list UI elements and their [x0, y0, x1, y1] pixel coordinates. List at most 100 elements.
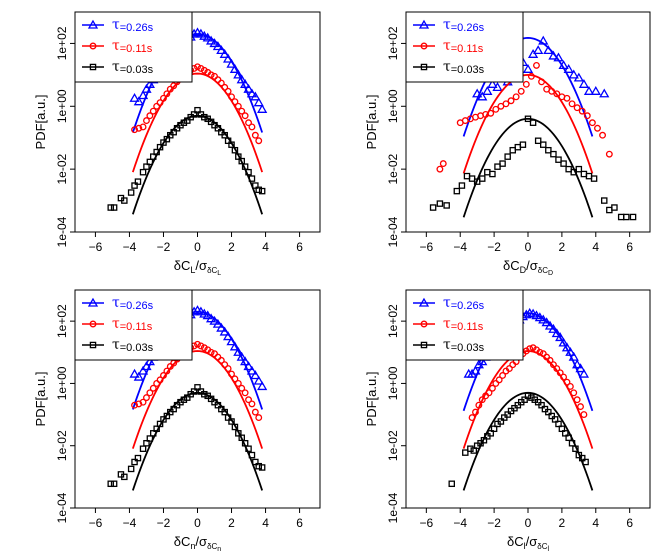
data-point-series-1: [202, 32, 213, 42]
data-point-series-1: [482, 85, 493, 95]
data-point-series-2: [570, 389, 578, 397]
xlabel-part: /σ: [195, 534, 207, 549]
data-point-series-3: [490, 425, 498, 433]
data-point-series-2: [588, 119, 596, 127]
y-axis-title: PDF[a.u.]: [364, 95, 379, 150]
data-point-series-3: [497, 418, 505, 425]
data-point-series-3: [146, 158, 154, 166]
data-point-series-3: [150, 430, 157, 437]
data-point-series-3: [443, 202, 450, 209]
data-point-series-3: [611, 204, 618, 211]
x-tick-label: −6: [419, 240, 433, 254]
data-point-series-3: [558, 425, 566, 433]
data-point-series-3: [606, 206, 613, 214]
fit-curve-series-3: [462, 117, 594, 218]
y-tick-label: 1e+02: [55, 304, 69, 338]
legend-value: =0.11s: [120, 43, 153, 55]
data-point-series-3: [224, 414, 232, 421]
data-point-series-1: [538, 35, 549, 45]
data-point-series-3: [458, 182, 466, 189]
legend-marker: [418, 19, 430, 29]
legend-label: τ=0.11s: [443, 316, 484, 333]
data-point-series-2: [522, 80, 530, 88]
data-point-series-3: [156, 143, 164, 151]
data-point-series-3: [548, 412, 555, 420]
data-point-series-3: [463, 172, 471, 180]
legend-label: τ=0.11s: [112, 38, 153, 55]
data-point-series-2: [153, 379, 161, 387]
data-point-series-3: [207, 118, 215, 126]
legend-marker: [420, 42, 428, 50]
legend-value: =0.11s: [451, 321, 484, 333]
x-tick-label: 6: [296, 240, 303, 254]
data-point-series-2: [163, 367, 171, 375]
x-tick-label: −2: [487, 516, 501, 530]
legend-value: =0.03s: [451, 342, 485, 354]
legend-tau: τ: [443, 316, 451, 332]
data-point-series-1: [492, 82, 503, 92]
data-point-series-2: [578, 107, 586, 115]
x-axis-title: δCl/σδCl: [507, 534, 550, 553]
data-point-series-2: [143, 117, 150, 125]
xlabel-part: /σ: [195, 258, 207, 273]
legend-tau: τ: [112, 38, 120, 54]
data-point-series-2: [241, 389, 249, 397]
legend-label: τ=0.26s: [443, 295, 485, 312]
data-point-series-2: [217, 79, 225, 87]
data-point-series-2: [472, 408, 479, 416]
data-point-series-3: [127, 189, 135, 196]
data-point-series-3: [121, 197, 128, 204]
x-tick-label: 6: [626, 516, 633, 530]
data-point-series-1: [257, 381, 268, 391]
data-point-series-3: [534, 137, 542, 145]
data-point-series-2: [160, 94, 167, 102]
data-point-series-3: [258, 187, 266, 195]
legend-value: =0.11s: [120, 321, 153, 333]
data-point-series-2: [197, 342, 205, 350]
data-point-series-3: [153, 148, 160, 156]
data-point-series-1: [578, 79, 590, 88]
legend-label: τ=0.03s: [443, 59, 485, 76]
data-point-series-3: [585, 172, 593, 180]
data-point-series-1: [212, 41, 224, 51]
data-point-series-3: [131, 458, 138, 466]
data-point-series-3: [170, 405, 177, 413]
data-point-series-3: [429, 204, 437, 211]
y-tick-label: 1e+00: [55, 366, 69, 400]
data-point-series-2: [241, 112, 249, 120]
x-tick-label: 4: [592, 516, 599, 530]
data-point-series-3: [578, 454, 586, 462]
data-point-series-3: [150, 153, 157, 160]
data-point-series-1: [558, 60, 569, 70]
data-point-series-3: [484, 168, 491, 176]
data-point-series-3: [545, 146, 552, 154]
data-point-series-1: [141, 361, 152, 371]
y-axis-title: PDF[a.u.]: [364, 372, 379, 427]
data-point-series-1: [246, 88, 258, 98]
legend-marker: [89, 320, 97, 328]
data-point-series-1: [543, 45, 554, 55]
data-point-series-2: [131, 126, 138, 134]
data-point-series-1: [144, 356, 155, 366]
data-point-series-3: [127, 465, 135, 473]
data-point-series-1: [568, 351, 579, 361]
data-point-series-2: [207, 348, 215, 356]
data-point-series-3: [467, 445, 474, 452]
data-point-series-3: [590, 175, 598, 182]
x-tick-label: 4: [262, 516, 269, 530]
data-point-series-3: [156, 420, 164, 428]
data-point-series-2: [194, 63, 201, 71]
data-point-series-3: [221, 131, 228, 139]
data-point-series-2: [605, 150, 613, 158]
data-point-series-2: [507, 97, 515, 105]
data-point-series-2: [517, 87, 525, 95]
data-point-series-3: [214, 125, 222, 132]
data-point-series-3: [228, 418, 235, 425]
data-point-series-1: [541, 317, 552, 327]
data-point-series-2: [573, 396, 581, 404]
x-tick-label: 0: [525, 516, 532, 530]
data-point-series-3: [448, 480, 455, 488]
data-point-series-2: [214, 353, 222, 361]
data-point-series-2: [485, 389, 493, 397]
data-point-series-1: [590, 85, 601, 95]
